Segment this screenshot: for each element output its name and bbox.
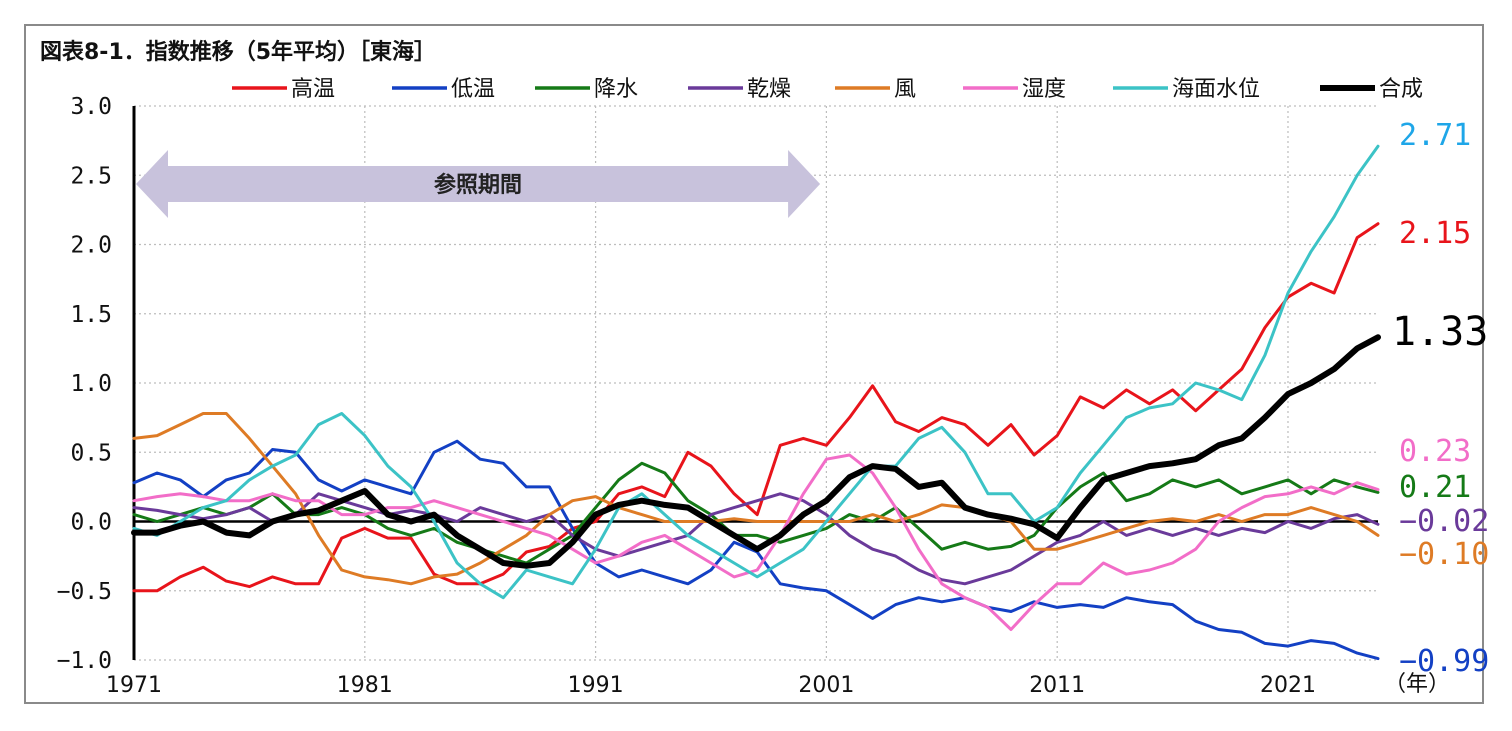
- legend-label: 風: [894, 77, 916, 102]
- reference-period-arrow: 参照期間: [136, 150, 821, 218]
- end-label-海面水位: 2.71: [1399, 118, 1471, 153]
- x-unit-label: （年）: [1384, 672, 1450, 697]
- y-tick-label: 0.5: [70, 440, 112, 466]
- end-label-合成: 1.33: [1392, 309, 1488, 355]
- legend-label: 湿度: [1022, 77, 1066, 102]
- x-tick-label: 1971: [106, 673, 162, 698]
- chart-title: 図表8-1．指数推移（5年平均）［東海］: [40, 40, 437, 65]
- x-tick-label: 2021: [1260, 673, 1316, 698]
- series-line-海面水位: [132, 144, 1380, 600]
- y-tick-label: 1.0: [70, 371, 112, 397]
- reference-period-label: 参照期間: [434, 172, 522, 198]
- legend-label: 乾燥: [747, 77, 791, 102]
- y-tick-label: 0.0: [70, 510, 112, 536]
- end-label-高温: 2.15: [1399, 216, 1471, 251]
- series-line-合成: [131, 334, 1381, 569]
- y-tick-label: 3.0: [70, 94, 112, 120]
- end-label-風: −0.10: [1399, 537, 1489, 572]
- series-line-降水: [132, 461, 1380, 565]
- end-label-乾燥: −0.02: [1399, 504, 1489, 539]
- x-tick-labels: 1971 1981 1991 2001 2011 2021: [106, 673, 1316, 698]
- y-tick-label: 2.0: [70, 233, 112, 259]
- series-lines: [131, 144, 1381, 661]
- y-tick-label: −1.0: [57, 648, 112, 674]
- x-tick-label: 2011: [1029, 673, 1085, 698]
- series-line-高温: [132, 222, 1380, 593]
- end-label-湿度: 0.23: [1399, 434, 1471, 469]
- end-labels: 2.15 −0.99 0.21−0.02−0.10 0.23 2.71 1.33: [1392, 118, 1489, 679]
- end-label-降水: 0.21: [1399, 470, 1471, 505]
- y-tick-label: −0.5: [57, 579, 112, 605]
- end-label-低温: −0.99: [1399, 644, 1489, 679]
- y-tick-label: 1.5: [70, 302, 112, 328]
- legend-label: 降水: [594, 77, 638, 102]
- legend-label: 低温: [451, 77, 495, 102]
- x-tick-label: 1981: [337, 673, 393, 698]
- y-tick-label: 2.5: [70, 163, 112, 189]
- legend: 高温 低温 降水 乾燥 風 湿度 海面水位 合成: [232, 77, 1423, 102]
- series-line-湿度: [132, 453, 1380, 631]
- grid-lines: [134, 105, 1378, 661]
- x-tick-label: 1991: [568, 673, 624, 698]
- x-tick-label: 2001: [798, 673, 854, 698]
- reference-period-arrow-shape: [136, 150, 821, 218]
- legend-label: 海面水位: [1172, 77, 1260, 102]
- y-tick-labels: 3.0 2.5 2.0 1.5 1.0 0.5 0.0 −0.5 −1.0: [57, 94, 112, 674]
- legend-label: 合成: [1379, 77, 1423, 102]
- series-line-風: [132, 412, 1380, 586]
- legend-label: 高温: [291, 77, 335, 102]
